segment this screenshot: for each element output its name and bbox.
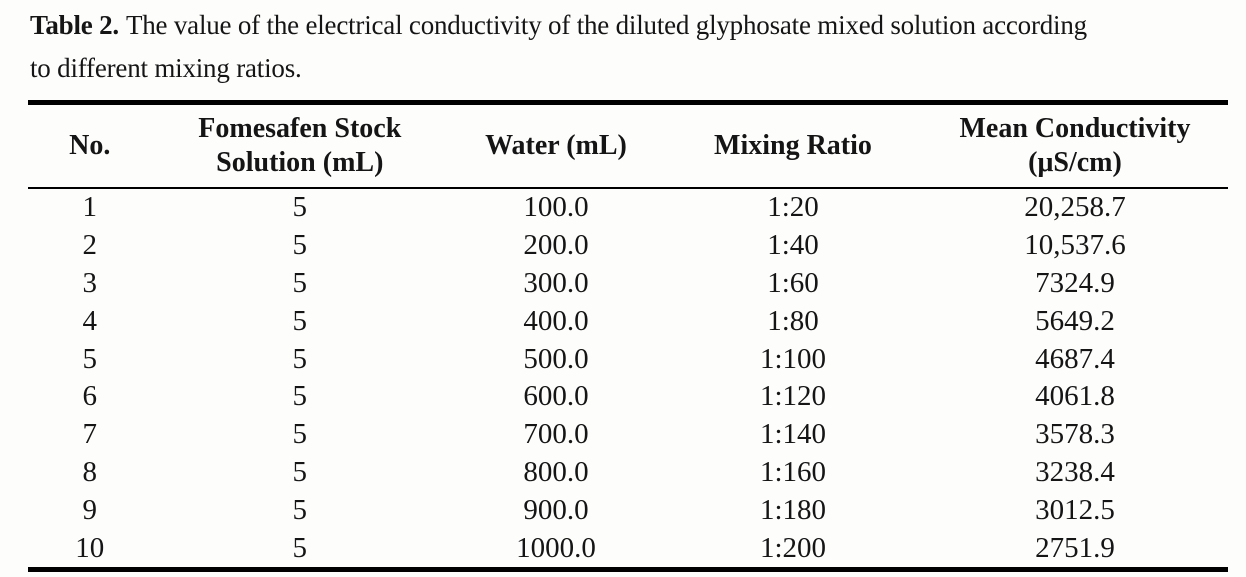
table-cell: 1:60 (767, 266, 819, 299)
table-cell: 4 (82, 304, 98, 337)
table-cell: 1:160 (759, 455, 827, 488)
table-cell: 5 (82, 342, 98, 375)
table-body: 1 5 100.0 1:20 20,258.7 2 5 200.0 1:40 10,537.6 3 5… (28, 188, 1228, 569)
table-cell: 5 (292, 493, 308, 526)
table-cell: 7324.9 (1035, 266, 1115, 299)
column-header-3: Water (mL) (485, 130, 627, 161)
column-header-2: Fomesafen Stock Solution (mL) (198, 113, 402, 178)
conductivity-table-container: No. Fomesafen Stock Solution (mL) Water (m… (28, 100, 1228, 572)
table-cell: 5 (292, 418, 308, 451)
table-cell: 1:140 (759, 418, 827, 451)
table-cell: 600.0 (523, 380, 589, 413)
table-cell: 4061.8 (1035, 380, 1115, 413)
table-row: 3 5 300.0 1:60 7324.9 (28, 265, 1228, 303)
table-cell: 1:200 (759, 531, 827, 564)
caption-line-2: to different mixing ratios. (30, 47, 1230, 90)
caption-text-line-2: to different mixing ratios. (30, 53, 302, 83)
table-cell: 5 (292, 304, 308, 337)
table-cell: 500.0 (523, 342, 589, 375)
table-cell: 2751.9 (1035, 531, 1115, 564)
table-cell: 3238.4 (1035, 455, 1115, 488)
table-cell: 10 (75, 531, 105, 564)
table-cell: 1 (82, 191, 98, 224)
table-cell: 100.0 (523, 191, 589, 224)
table-cell: 200.0 (523, 229, 589, 262)
table-cell: 8 (82, 455, 98, 488)
table-cell: 300.0 (523, 266, 589, 299)
table-cell: 1:20 (767, 191, 819, 224)
table-cell: 900.0 (523, 493, 589, 526)
table-cell: 20,258.7 (1024, 191, 1126, 224)
table-cell: 10,537.6 (1024, 229, 1126, 262)
table-cell: 2 (82, 229, 98, 262)
table-cell: 1:40 (767, 229, 819, 262)
table-row: 10 5 1000.0 1:200 2751.9 (28, 529, 1228, 569)
column-header-5: Mean Conductivity (μS/cm) (959, 113, 1191, 178)
table-cell: 5 (292, 455, 308, 488)
table-cell: 6 (82, 380, 98, 413)
table-cell: 5649.2 (1035, 304, 1115, 337)
table-row: 9 5 900.0 1:180 3012.5 (28, 491, 1228, 529)
table-row: 2 5 200.0 1:40 10,537.6 (28, 227, 1228, 265)
column-header-4: Mixing Ratio (714, 130, 872, 161)
table-cell: 5 (292, 266, 308, 299)
table-cell: 5 (292, 191, 308, 224)
table-row: 5 5 500.0 1:100 4687.4 (28, 340, 1228, 378)
table-cell: 5 (292, 531, 308, 564)
table-cell: 3578.3 (1035, 418, 1115, 451)
table-header: No. Fomesafen Stock Solution (mL) Water (m… (28, 103, 1228, 188)
table-cell: 3012.5 (1035, 493, 1115, 526)
table-row: 8 5 800.0 1:160 3238.4 (28, 454, 1228, 492)
caption-label: Table 2. (30, 10, 119, 40)
table-cell: 700.0 (523, 418, 589, 451)
table-cell: 1:100 (759, 342, 827, 375)
table-row: 4 5 400.0 1:80 5649.2 (28, 302, 1228, 340)
caption-text-line-1: The value of the electrical conductivity… (125, 10, 1087, 40)
table-row: 1 5 100.0 1:20 20,258.7 (28, 188, 1228, 227)
table-cell: 1:80 (767, 304, 819, 337)
table-cell: 3 (82, 266, 98, 299)
conductivity-table: No. Fomesafen Stock Solution (mL) Water (m… (28, 100, 1228, 572)
table-cell: 5 (292, 229, 308, 262)
table-cell: 4687.4 (1035, 342, 1115, 375)
table-cell: 5 (292, 380, 308, 413)
table-header-row: No. Fomesafen Stock Solution (mL) Water (m… (28, 103, 1228, 188)
table-cell: 7 (82, 418, 98, 451)
table-row: 6 5 600.0 1:120 4061.8 (28, 378, 1228, 416)
table-cell: 1:180 (759, 493, 827, 526)
table-caption: Table 2. The value of the electrical cond… (30, 4, 1230, 90)
table-cell: 400.0 (523, 304, 589, 337)
caption-line-1: Table 2. The value of the electrical cond… (30, 4, 1230, 47)
table-cell: 9 (82, 493, 98, 526)
table-row: 7 5 700.0 1:140 3578.3 (28, 416, 1228, 454)
table-cell: 1000.0 (516, 531, 596, 564)
column-header-1: No. (69, 130, 111, 161)
table-cell: 1:120 (759, 380, 827, 413)
table-cell: 5 (292, 342, 308, 375)
table-cell: 800.0 (523, 455, 589, 488)
